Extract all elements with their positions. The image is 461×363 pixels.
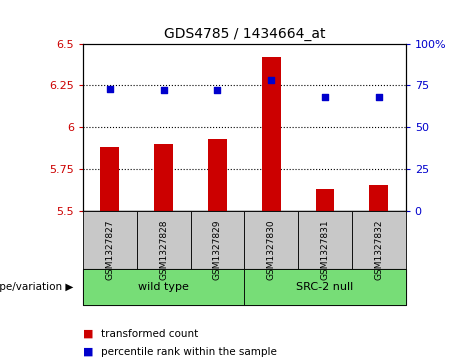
Text: GSM1327830: GSM1327830 xyxy=(267,219,276,280)
Text: GSM1327827: GSM1327827 xyxy=(106,219,114,280)
Point xyxy=(321,94,329,100)
Text: genotype/variation ▶: genotype/variation ▶ xyxy=(0,282,74,292)
Bar xyxy=(262,57,281,211)
Bar xyxy=(369,185,388,211)
Text: wild type: wild type xyxy=(138,282,189,292)
Bar xyxy=(208,139,227,211)
Point xyxy=(214,87,221,93)
Text: GSM1327831: GSM1327831 xyxy=(320,219,330,280)
Text: ■: ■ xyxy=(83,347,97,357)
Point xyxy=(160,87,167,93)
Bar xyxy=(100,147,119,211)
Point xyxy=(267,77,275,83)
Title: GDS4785 / 1434664_at: GDS4785 / 1434664_at xyxy=(164,27,325,41)
Point xyxy=(106,86,113,91)
Bar xyxy=(316,189,334,211)
Text: ■: ■ xyxy=(83,329,97,339)
Text: transformed count: transformed count xyxy=(101,329,199,339)
Bar xyxy=(154,144,173,211)
Text: percentile rank within the sample: percentile rank within the sample xyxy=(101,347,278,357)
Point xyxy=(375,94,383,100)
Text: GSM1327828: GSM1327828 xyxy=(159,219,168,280)
Text: GSM1327829: GSM1327829 xyxy=(213,219,222,280)
Text: SRC-2 null: SRC-2 null xyxy=(296,282,354,292)
Text: GSM1327832: GSM1327832 xyxy=(374,219,383,280)
